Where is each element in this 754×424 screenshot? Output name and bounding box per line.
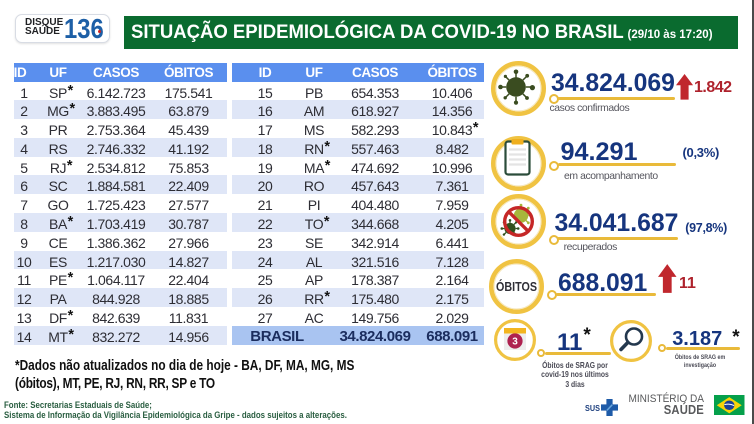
svg-text:3: 3 xyxy=(512,337,518,348)
svg-text:ÓBITOS: ÓBITOS xyxy=(496,279,537,294)
